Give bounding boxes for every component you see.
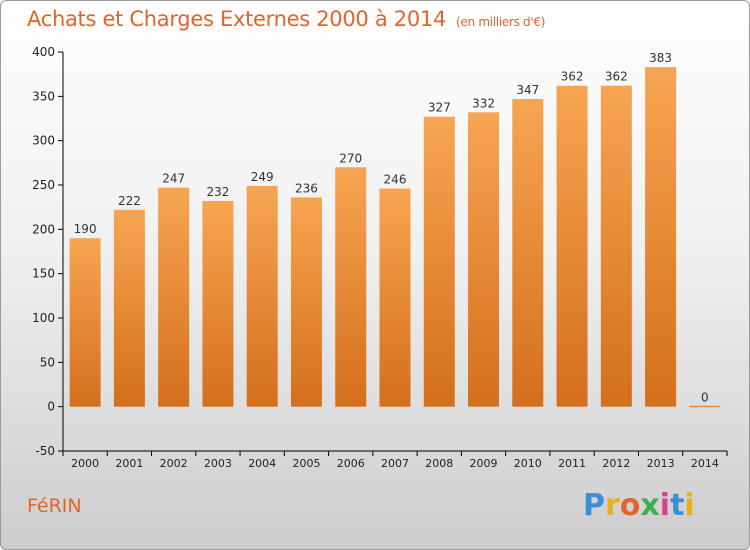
bar [69,238,101,407]
bar-value-label: 236 [295,181,318,195]
bar-value-label: 246 [384,173,407,187]
bar-value-label: 222 [118,194,141,208]
bar [335,167,367,407]
bar [556,85,588,407]
logo-letter: r [605,488,620,523]
chart-title-text: Achats et Charges Externes 2000 à 2014 [27,7,447,31]
bar [113,209,145,407]
bar-value-label: 327 [428,101,451,115]
y-tick-label: 350 [32,89,55,103]
x-tick-label: 2007 [381,457,409,470]
y-tick-label: 250 [32,178,55,192]
y-tick-label: 400 [32,45,55,59]
bar-value-label: 247 [162,172,185,186]
x-tick-label: 2000 [71,457,99,470]
logo-letter: t [670,488,685,523]
bar-value-label: 249 [251,170,274,184]
x-tick-label: 2012 [602,457,630,470]
bar [645,67,677,407]
x-tick-label: 2004 [248,457,276,470]
bar-value-label: 190 [74,222,97,236]
x-tick-label: 2006 [337,457,365,470]
proxiti-logo[interactable]: Proxiti [583,488,695,523]
chart-unit: (en milliers d'€) [456,15,546,29]
x-tick-label: 2013 [647,457,675,470]
bar [202,200,234,407]
bar-value-label: 0 [701,391,709,405]
y-tick-label: -50 [35,444,55,458]
bar-value-label: 383 [649,51,672,65]
y-tick-label: 50 [40,355,55,369]
logo-letter: i [684,488,695,523]
x-tick-label: 2010 [514,457,542,470]
x-tick-label: 2008 [425,457,453,470]
bar-value-label: 362 [561,70,584,84]
commune-name: FéRIN [27,495,82,517]
y-tick-label: 200 [32,222,55,236]
chart-bars [69,67,721,408]
bar-value-label: 232 [206,185,229,199]
x-tick-label: 2001 [115,457,143,470]
bar [379,188,411,407]
bar [689,405,721,408]
x-tick-label: 2011 [558,457,586,470]
chart-value-labels: 190 222 247 232 249 236 270 246 327 332 347 362 362 3… [74,51,709,405]
bar [600,85,632,407]
bar [290,197,322,407]
bar [246,185,278,407]
chart-axes: -50 0 50 100 150 200 250 300 350 400 2000 2001 2002 2… [32,45,728,470]
logo-letter: o [619,488,641,523]
logo-letter: i [659,488,671,523]
x-tick-label: 2009 [470,457,498,470]
y-tick-label: 150 [32,267,55,281]
x-tick-label: 2003 [204,457,232,470]
y-tick-label: 0 [47,400,55,414]
chart-title: Achats et Charges Externes 2000 à 2014 (e… [27,7,545,31]
logo-letter: x [640,488,660,523]
y-tick-label: 100 [32,311,55,325]
x-tick-label: 2002 [160,457,188,470]
logo-letter: P [583,488,605,523]
x-tick-label: 2005 [292,457,320,470]
bar [158,187,190,407]
bar [512,98,544,407]
bar-value-label: 270 [339,151,362,165]
x-tick-label: 2014 [691,457,719,470]
y-tick-label: 300 [32,134,55,148]
bar-value-label: 362 [605,70,628,84]
bar [423,116,455,407]
bar-value-label: 347 [516,83,539,97]
bar [468,112,500,407]
bar-value-label: 332 [472,96,495,110]
